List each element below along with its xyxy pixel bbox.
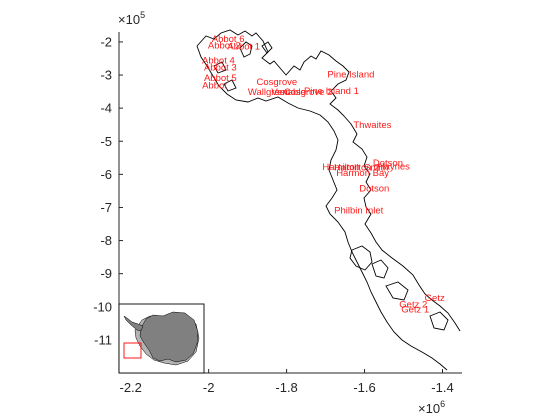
glacier-label: Pine Island 1 — [304, 86, 359, 97]
ticks: -2.2 -2 -1.8 -1.6 -1.4 -2 -3 -4 -5 -6 -7 -8 -9 -10 -11 — [93, 34, 454, 395]
antarctica-inset-map — [118, 303, 205, 374]
glacier-label: Getz 1 — [401, 305, 429, 316]
y-tick-label: -9 — [100, 266, 112, 281]
y-tick-label: -7 — [100, 200, 112, 215]
glacier-label: Abbot 6 — [212, 34, 245, 45]
coastline-segment — [429, 311, 449, 331]
coastline — [196, 29, 461, 371]
y-tick-label: -5 — [100, 134, 112, 149]
y-tick-label: -8 — [100, 233, 112, 248]
coastline-segment — [349, 245, 373, 271]
glacier-label: Harmon Bay — [336, 168, 389, 179]
y-tick-label: -6 — [100, 167, 112, 182]
coastline-segment — [239, 41, 253, 58]
x-tick-label: -1.6 — [353, 380, 375, 395]
glacier-label: Haynes — [378, 162, 410, 173]
coastline-segment — [196, 29, 461, 332]
glacier-label: Venable — [271, 87, 305, 98]
y-tick-label: -3 — [100, 68, 112, 83]
glacier-label: Wallgreen — [248, 87, 290, 98]
coastline-segment — [371, 259, 389, 279]
glacier-label: Abbot 2 — [208, 41, 241, 52]
x-axis-multiplier: ×106 — [418, 399, 445, 416]
glacier-label: Abbot 4 — [202, 55, 235, 66]
glacier-label: Abbot 1 — [227, 42, 260, 53]
glacier-label: Thwaites — [353, 120, 391, 131]
y-axis-multiplier: ×105 — [118, 10, 145, 27]
y-tick-label: -10 — [93, 299, 112, 314]
glacier-label: Pine Island — [327, 70, 374, 81]
y-tick-label: -2 — [100, 34, 112, 49]
glacier-label: Abbot — [202, 80, 227, 91]
glacier-label: Hamilton 2 — [334, 162, 379, 173]
inset-region-box — [123, 342, 142, 359]
x-tick-label: -1.8 — [275, 380, 297, 395]
coastline-segment — [223, 79, 237, 92]
glacier-label: Abbot 3 — [204, 63, 237, 74]
glacier-label: Dotson — [359, 184, 389, 195]
glacier-label: Hamilton — [322, 162, 360, 173]
inset-peninsula — [123, 315, 144, 332]
coastline-segment — [196, 45, 448, 371]
glacier-label: Getz — [425, 293, 445, 304]
glacier-label: Dotson — [373, 158, 403, 169]
y-tick-label: -4 — [100, 101, 112, 116]
coastline-segment — [385, 281, 409, 301]
coastline-segment — [261, 41, 273, 54]
glacier-label: Cosgrove — [257, 77, 298, 88]
glacier-label: Abbot 5 — [204, 73, 237, 84]
x-tick-label: -1.4 — [431, 380, 453, 395]
coastline-segment — [213, 61, 227, 74]
glacier-label: Smith — [364, 162, 388, 173]
glacier-label: Cosgrove 2 — [284, 87, 333, 98]
glacier-label: Getz 2 — [399, 299, 427, 310]
inset-continent — [139, 311, 199, 363]
x-tick-label: -2 — [203, 380, 215, 395]
x-tick-label: -2.2 — [119, 380, 141, 395]
y-tick-label: -11 — [94, 332, 112, 347]
glacier-label: Philbin Inlet — [334, 205, 383, 216]
